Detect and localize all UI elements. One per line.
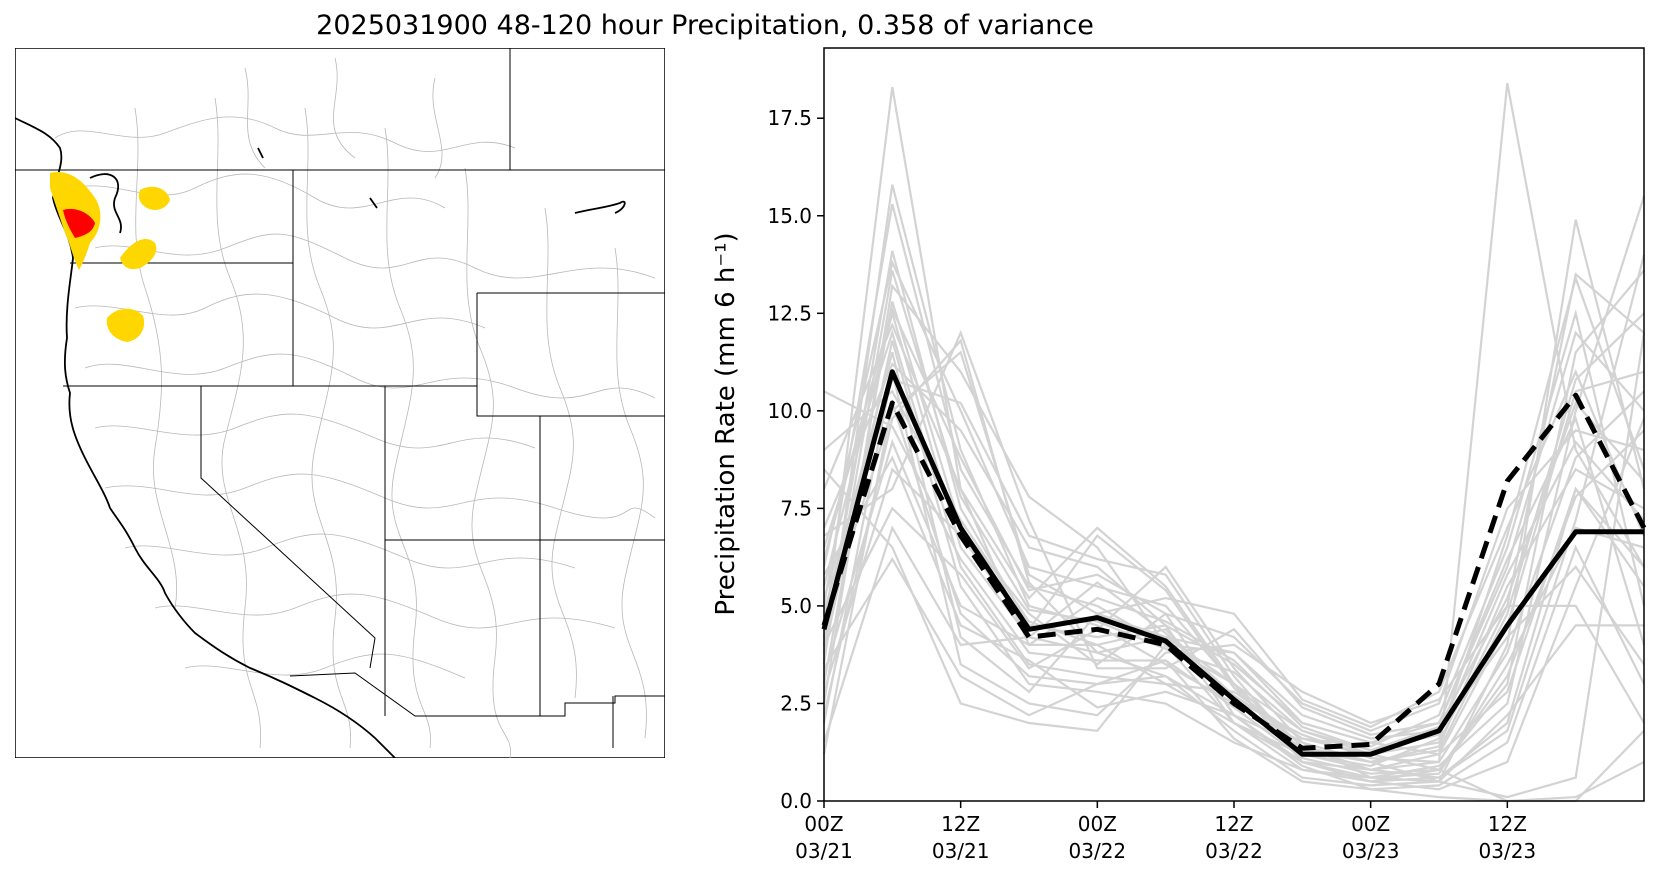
- y-axis-label: Precipitation Rate (mm 6 h⁻¹): [711, 232, 741, 615]
- ensemble-member-line-29: [822, 306, 1646, 791]
- y-tick-label: 2.5: [780, 691, 812, 715]
- coastline: [15, 117, 626, 758]
- x-tick-label: 12Z: [941, 812, 980, 836]
- ensemble-member-line-27: [823, 468, 1645, 756]
- ensemble-member-line-16: [823, 389, 1645, 764]
- figure-title: 2025031900 48-120 hour Precipitation, 0.…: [316, 10, 1094, 41]
- ensemble-member-line-9: [822, 195, 1646, 779]
- ensemble-member-line-21: [823, 455, 1645, 791]
- y-tick-label: 10.0: [767, 399, 812, 423]
- plot-frame: [823, 47, 1645, 802]
- ensemble-member-line-2: [822, 184, 1646, 783]
- ensemble-member-line-6: [822, 283, 1645, 771]
- ensemble-member-line-25: [822, 525, 1645, 803]
- ensemble-member-line-26: [823, 556, 1645, 803]
- basin-north-cascades: [138, 186, 170, 211]
- x-tick-label: 00Z: [1351, 812, 1390, 836]
- ensemble-member-line-18: [822, 350, 1646, 729]
- x-tick-label: 00Z: [1078, 812, 1117, 836]
- basin-map: [15, 48, 665, 758]
- x-tick-label: 03/21: [932, 839, 990, 863]
- x-axis: 00Z 03/21 12Z 03/21 00Z 03/22 12Z 03/22 00Z 03/23…: [795, 801, 1536, 863]
- ensemble-lines: [822, 82, 1646, 803]
- ensemble-member-line-15: [822, 274, 1646, 768]
- ensemble-member-line-13: [822, 362, 1645, 783]
- basin-central-washington: [120, 238, 157, 270]
- ensemble-member-line-19: [823, 390, 1645, 775]
- dashed-series-line: [821, 392, 1647, 751]
- ensemble-member-line-14: [822, 371, 1645, 725]
- x-tick-label: 03/22: [1069, 839, 1127, 863]
- x-tick-label: 12Z: [1214, 812, 1253, 836]
- highlighted-basins: [50, 172, 170, 342]
- ensemble-member-line-4: [822, 250, 1645, 744]
- ensemble-member-line-12: [822, 352, 1645, 740]
- ensemble-member-line-3: [822, 203, 1645, 756]
- x-tick-label: 00Z: [804, 812, 843, 836]
- ensemble-member-line-10: [822, 308, 1646, 748]
- basin-central-oregon: [106, 308, 145, 342]
- y-tick-label: 5.0: [780, 594, 812, 618]
- ensemble-member-line-30: [822, 270, 1645, 752]
- y-tick-label: 17.5: [767, 106, 812, 130]
- x-tick-label: 03/22: [1205, 839, 1263, 863]
- x-tick-label: 12Z: [1488, 812, 1527, 836]
- ensemble-member-line-24: [823, 332, 1646, 799]
- ensemble-member-line-17: [822, 398, 1644, 787]
- y-axis: 0.0 2.5 5.0 7.5 10.0 12.5 15.0 17.5: [767, 106, 824, 813]
- ensemble-member-line-8: [822, 309, 1645, 764]
- ensemble-member-line-7: [822, 301, 1645, 732]
- y-tick-label: 15.0: [767, 204, 812, 228]
- map-frame: [15, 48, 665, 758]
- ensemble-member-line-22: [822, 312, 1645, 764]
- basin-outlines: [54, 57, 656, 758]
- ensemble-member-line-20: [822, 438, 1645, 752]
- ensemble-member-line-23: [823, 329, 1646, 736]
- x-tick-label: 03/21: [795, 839, 853, 863]
- ensemble-member-line-11: [822, 340, 1645, 779]
- ensemble-member-line-28: [822, 254, 1646, 779]
- mean-lines: [821, 369, 1647, 757]
- basin-olympic-core: [63, 208, 95, 238]
- ensemble-member-line-5: [822, 259, 1645, 783]
- solid-series-line: [821, 369, 1644, 757]
- x-tick-label: 03/23: [1342, 839, 1400, 863]
- y-tick-label: 7.5: [780, 496, 812, 520]
- y-tick-label: 0.0: [780, 789, 812, 813]
- x-tick-label: 03/23: [1479, 839, 1537, 863]
- state-borders: [15, 48, 665, 748]
- y-tick-label: 12.5: [767, 301, 812, 325]
- ensemble-member-line-1: [822, 82, 1645, 771]
